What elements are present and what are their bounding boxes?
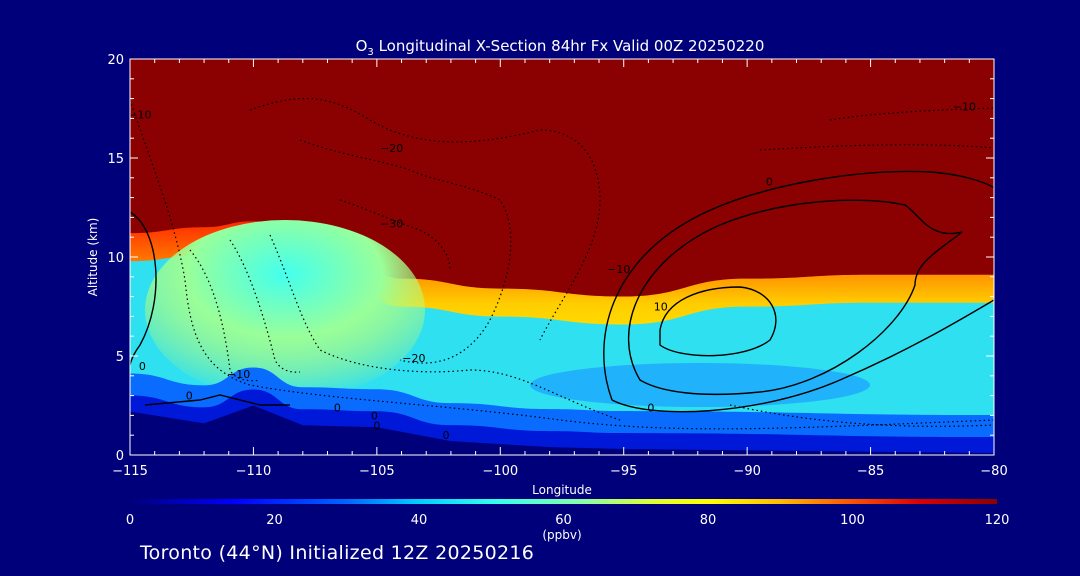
contour-label: 0	[442, 429, 449, 442]
x-tick-label: −80	[980, 464, 1007, 479]
negative-contours	[130, 97, 994, 430]
y-tick-label: 15	[107, 152, 124, 167]
contour-label: 0	[647, 401, 654, 414]
contour-label: −10	[227, 368, 250, 381]
contour-label: −10	[953, 100, 976, 113]
contour-label: 0	[766, 176, 773, 189]
colorbar-tick-label: 120	[985, 513, 1010, 528]
x-tick-label: −95	[610, 464, 637, 479]
colorbar-tick-label: 80	[700, 513, 717, 528]
chart-title: O3 Longitudinal X-Section 84hr Fx Valid …	[356, 37, 765, 58]
contour-label: −10	[128, 108, 151, 121]
contour-label: −20	[380, 142, 403, 155]
contour-label: 0	[373, 419, 380, 432]
footer-initialization-text: Toronto (44°N) Initialized 12Z 20250216	[140, 542, 535, 564]
x-tick-label: −90	[733, 464, 760, 479]
contour-line-0-low	[144, 394, 290, 406]
y-tick-label: 5	[116, 350, 124, 365]
contour-line-10-east	[627, 199, 963, 396]
contour-label: −30	[380, 217, 403, 230]
contour-label: −20	[402, 352, 425, 365]
contour-line-m10-a	[130, 99, 994, 430]
terrain	[130, 405, 994, 455]
contour-line-m10-top2	[759, 144, 994, 151]
colorbar-tick-label: 100	[840, 513, 865, 528]
colorbar-tick-label: 20	[266, 513, 283, 528]
contour-label: 0	[371, 409, 378, 422]
contour-label: −10	[607, 263, 630, 276]
x-tick-label: −115	[112, 464, 148, 479]
colorbar-tick-label: 40	[411, 513, 428, 528]
y-tick-label: 20	[107, 53, 124, 68]
contour-label: 10	[654, 300, 668, 313]
contour-line-10-inner	[659, 286, 777, 357]
contour-label: 0	[186, 390, 193, 403]
east-low-ozone-region	[530, 363, 870, 407]
contour-line-m10-c	[229, 239, 301, 373]
y-axis: 0 5 10 15 20	[107, 53, 994, 464]
colorbar-ticks: 0 20 40 60 80 100 120	[126, 513, 1010, 528]
west-ozone-region	[145, 220, 425, 400]
x-axis-label: Longitude	[532, 483, 592, 497]
y-tick-label: 10	[107, 251, 124, 266]
y-tick-label: 0	[116, 449, 124, 464]
contour-line-0-east-lower	[611, 299, 994, 413]
colorbar	[130, 499, 997, 504]
x-tick-label: −85	[857, 464, 884, 479]
colorbar-unit-label: (ppbv)	[542, 528, 581, 542]
x-tick-label: −105	[359, 464, 395, 479]
contour-line-m10-east	[729, 404, 994, 427]
contour-line-m20-a	[249, 97, 601, 341]
x-axis: −115 −110 −105 −100 −95 −90 −85 −80	[112, 59, 1008, 479]
colorbar-tick-label: 0	[126, 513, 134, 528]
contour-label: 0	[334, 401, 341, 414]
y-axis-label: Altitude (km)	[86, 218, 100, 297]
x-tick-label: −110	[236, 464, 272, 479]
contour-line-0-east	[603, 170, 994, 401]
contour-line-m10-b	[189, 249, 261, 382]
contours	[130, 170, 994, 413]
contour-label: 0	[139, 360, 146, 373]
contour-line-m30	[339, 199, 451, 271]
colorbar-tick-label: 60	[555, 513, 572, 528]
contour-line-m10-top	[829, 107, 994, 121]
x-tick-label: −100	[482, 464, 518, 479]
contour-line-0-west	[130, 211, 157, 395]
